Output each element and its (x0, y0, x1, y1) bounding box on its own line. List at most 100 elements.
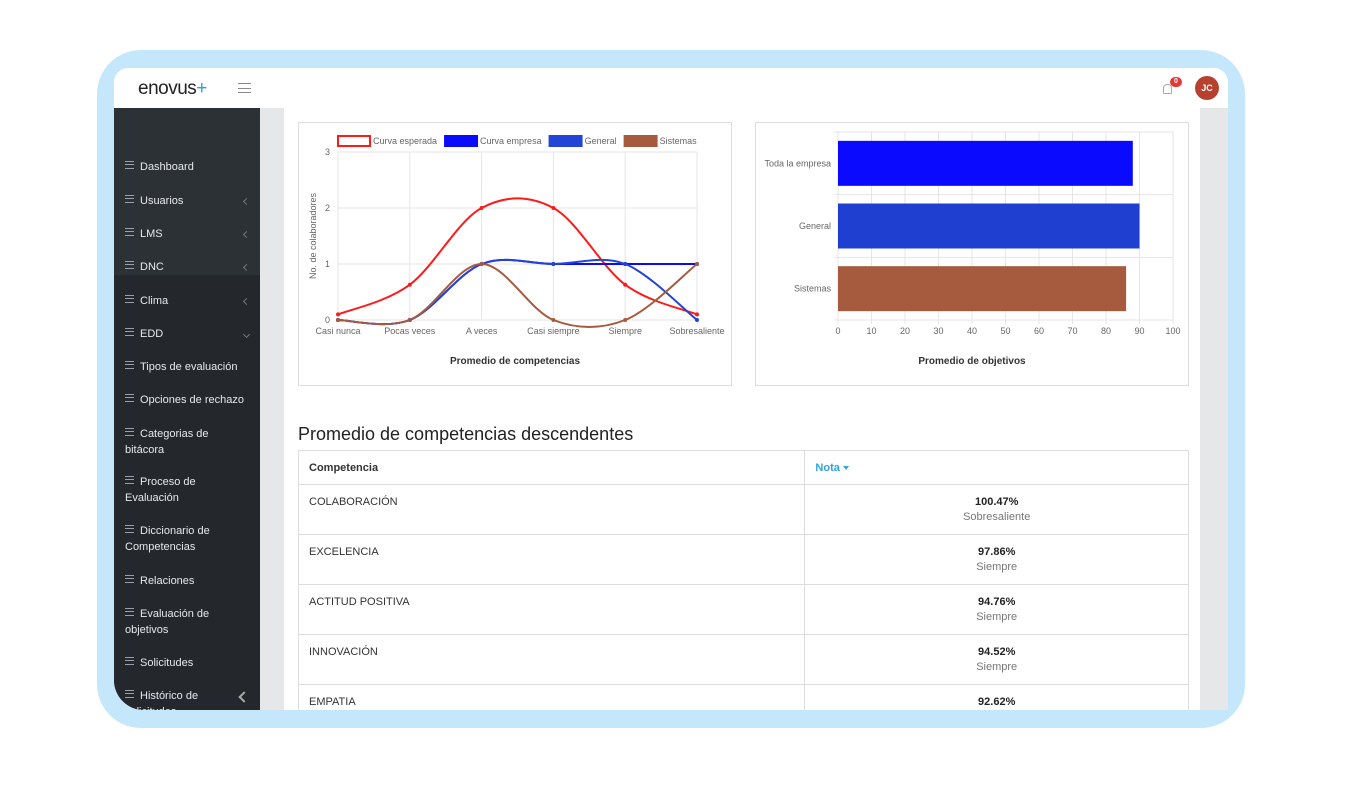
sort-caret[interactable] (842, 465, 849, 473)
item-label: Solicitudes (140, 657, 194, 669)
table-header: Competencia Nota (297, 450, 1189, 485)
nota: 92.62% (978, 696, 1016, 708)
point (623, 282, 628, 287)
table: Competencia Nota COLABORACIÓN 100.47% Sobres… (297, 450, 1189, 710)
item-label: LMS (140, 228, 163, 240)
item-label: Usuarios (140, 195, 184, 207)
x-tick-label: 100 (1165, 326, 1180, 336)
item-icon (125, 525, 134, 533)
competencia: INNOVACIÓN (309, 646, 378, 658)
sidebar-item[interactable]: Dashboard (125, 159, 194, 175)
legend-swatch (337, 135, 371, 147)
item-label: Clima (140, 295, 169, 307)
item-label: Evaluación de objetivos (125, 608, 210, 636)
sidebar-item[interactable]: Proceso de Evaluación (125, 474, 220, 506)
sidebar-item[interactable]: DNC (125, 259, 164, 275)
item-icon (125, 261, 134, 269)
sidebar-item[interactable]: Histórico de solicitudes (125, 688, 220, 710)
legend-label: General (585, 136, 617, 146)
logo[interactable]: enovus+ (138, 78, 207, 100)
line (337, 258, 698, 326)
competencia: EMPATIA (309, 696, 356, 708)
item-icon (125, 476, 134, 484)
sidebar-item[interactable]: Clima (125, 293, 168, 309)
x-tick-label: 50 (1000, 326, 1010, 336)
table-row: EXCELENCIA 97.86% Siempre (297, 534, 1189, 585)
x-tick-label: Sobresaliente (669, 326, 724, 336)
item-label: Categorias de bitácora (125, 428, 209, 456)
item-icon (125, 690, 134, 698)
point (623, 262, 628, 266)
x-tick-label: 80 (1101, 326, 1111, 336)
point (479, 206, 484, 210)
cell: INNOVACIÓN (297, 634, 806, 685)
competencia: EXCELENCIA (309, 546, 379, 558)
y-tick-label: Toda la empresa (764, 158, 831, 168)
sidebar-item[interactable]: Relaciones (125, 573, 194, 589)
point (551, 262, 556, 266)
bell-icon[interactable] (1163, 84, 1172, 94)
item-icon (125, 428, 134, 436)
nota: 94.52% (978, 646, 1016, 658)
item-icon (125, 575, 134, 583)
item-label: Histórico de solicitudes (125, 690, 199, 710)
cell: EXCELENCIA (297, 534, 806, 585)
item-label: EDD (140, 328, 164, 340)
point (695, 318, 699, 322)
point (623, 318, 628, 322)
x-tick-label: Pocas veces (384, 326, 436, 336)
sidebar-item[interactable]: Tipos de evaluación (125, 359, 237, 375)
cell: EMPATIA (297, 684, 806, 710)
point (551, 206, 556, 210)
sidebar-item[interactable]: Solicitudes (125, 655, 193, 671)
x-tick-label: Casi siempre (527, 326, 580, 336)
item-icon (125, 608, 134, 616)
table-row: EMPATIA 92.62% (297, 684, 1189, 710)
legend-label: Curva esperada (373, 136, 437, 146)
item-label: DNC (140, 261, 164, 273)
menu-toggle[interactable] (238, 83, 251, 93)
chart-panel: 0 1 2 3 Casi nunca Pocas veces A veces Casi sie… (298, 122, 732, 386)
item-icon (125, 394, 134, 402)
nota-label: Siempre (976, 661, 1018, 673)
sidebar-item[interactable]: Categorias de bitácora (125, 426, 220, 458)
chevron (242, 230, 251, 239)
cell: 92.62% (804, 684, 1189, 710)
x-tick-label: A veces (466, 326, 498, 336)
nota: 94.76% (978, 596, 1016, 608)
sidebar-item[interactable]: Opciones de rechazo (125, 392, 244, 408)
y-axis-title: No. de colaboradores (308, 192, 318, 279)
sidebar-item[interactable]: Diccionario de Competencias (125, 523, 220, 555)
cell: 100.47% Sobresaliente (804, 484, 1189, 535)
top-bar: enovus+ 0 JC (114, 68, 1228, 109)
column-header[interactable]: Nota (804, 450, 1189, 485)
chevron (242, 197, 251, 206)
y-tick-label: 3 (325, 147, 330, 157)
nota: 97.86% (978, 546, 1016, 558)
nota-label: Sobresaliente (963, 511, 1031, 523)
bar (838, 203, 1140, 249)
x-tick-label: 60 (1034, 326, 1044, 336)
sidebar-item[interactable]: EDD (125, 326, 163, 342)
item-label: Dashboard (140, 161, 194, 173)
point (336, 318, 340, 322)
chevron (242, 263, 251, 272)
competencia: COLABORACIÓN (309, 496, 398, 508)
sidebar-item[interactable]: Evaluación de objetivos (125, 606, 220, 638)
point (407, 282, 412, 287)
item-icon (125, 228, 134, 236)
sidebar-item[interactable]: LMS (125, 226, 163, 242)
cell: ACTITUD POSITIVA (297, 584, 806, 635)
nota-label: Siempre (976, 611, 1018, 623)
content: 0 1 2 3 Casi nunca Pocas veces A veces Casi sie… (284, 108, 1200, 710)
chart-panel: 0 10 20 30 40 50 60 70 80 90 100 Toda la empresa Gen… (755, 122, 1189, 386)
user-avatar[interactable]: JC (1195, 76, 1219, 100)
sidebar-item[interactable]: Usuarios (125, 193, 183, 209)
line (337, 258, 697, 326)
item-label: Relaciones (140, 575, 195, 587)
x-tick-label: 90 (1134, 326, 1144, 336)
legend-label: Curva empresa (480, 136, 542, 146)
cell: 94.52% Siempre (804, 634, 1189, 685)
line (337, 197, 698, 316)
